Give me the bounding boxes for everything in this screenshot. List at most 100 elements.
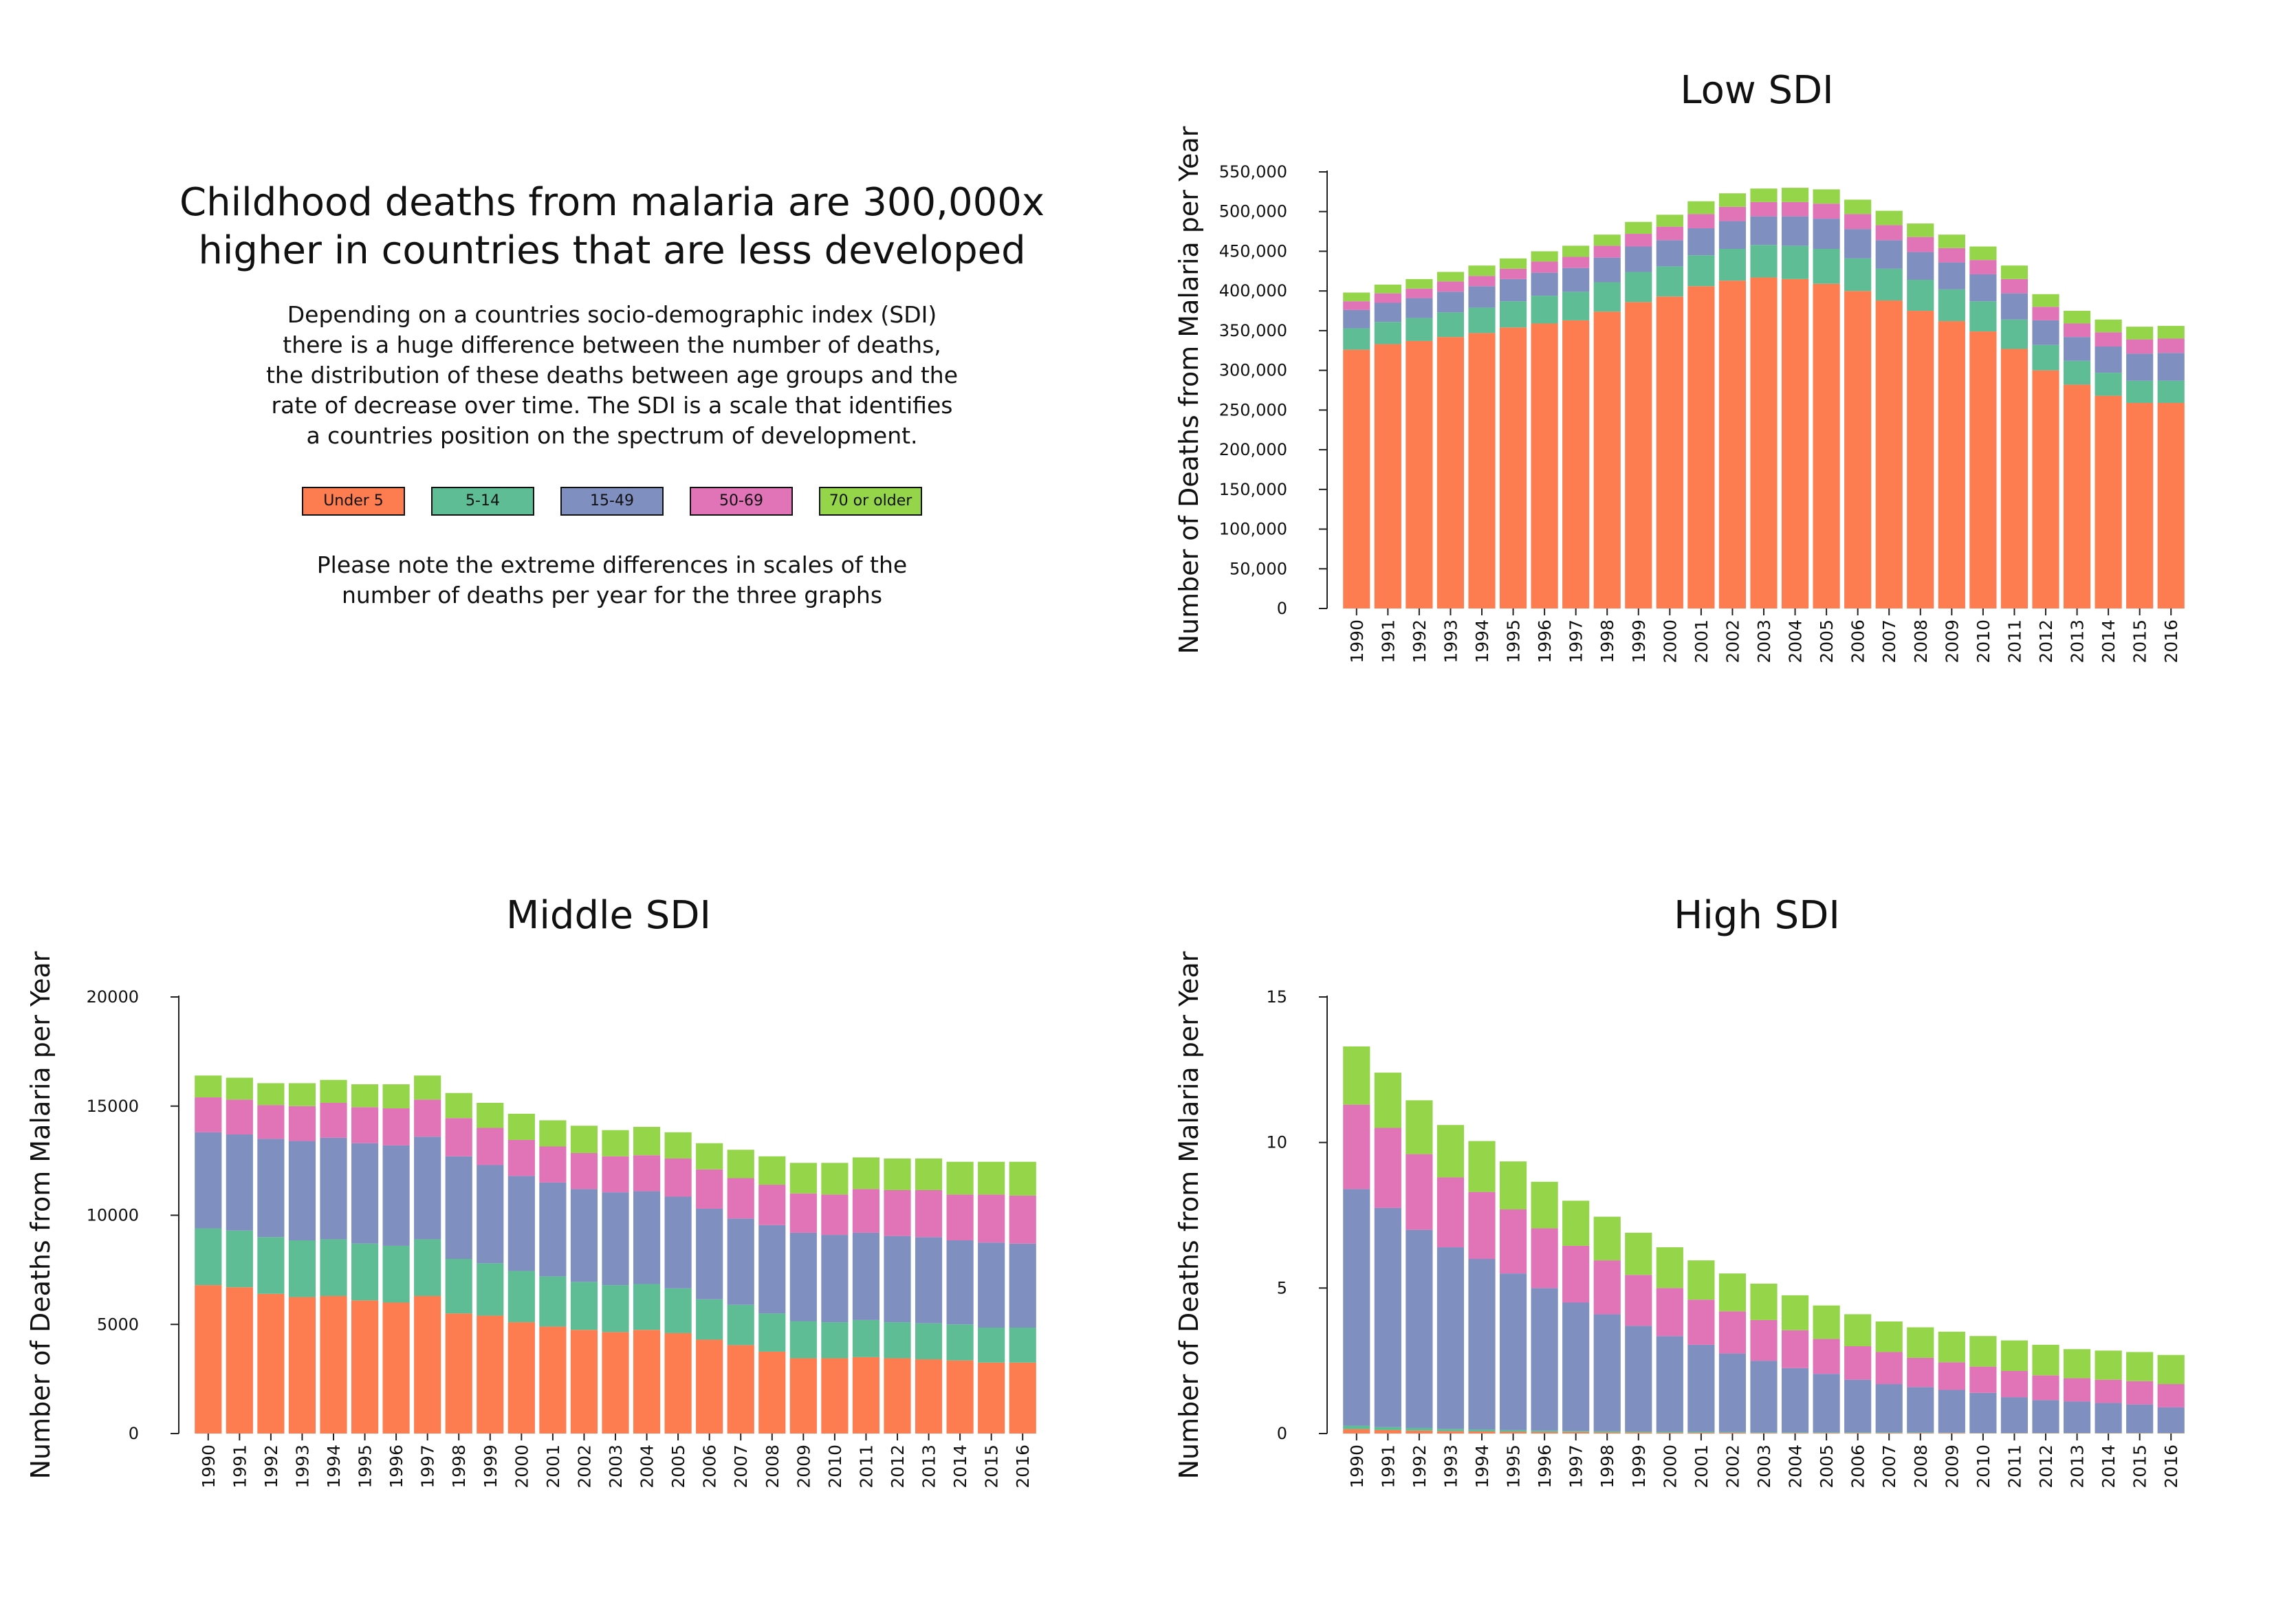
bar-segment-5-14 — [195, 1228, 222, 1286]
bar-segment-15-49 — [1844, 1379, 1872, 1433]
x-tick-label: 2000 — [1660, 1445, 1680, 1489]
bar-segment-70-or-older — [1844, 199, 1872, 215]
bar-segment-5-14 — [1813, 248, 1840, 284]
bar-segment-70-or-older — [1406, 278, 1433, 289]
y-tick-label: 50,000 — [1229, 559, 1287, 578]
x-tick-label: 1996 — [1535, 619, 1555, 663]
x-tick-label: 2004 — [1786, 619, 1806, 663]
bar-segment-under-5 — [1468, 1431, 1496, 1434]
bar-segment-5-14 — [758, 1313, 786, 1352]
bar-segment-15-49 — [2000, 1397, 2029, 1434]
bar-segment-5-14 — [1531, 296, 1558, 324]
bar-segment-50-69 — [382, 1108, 410, 1145]
x-tick-label: 1999 — [1629, 619, 1649, 663]
bar-segment-under-5 — [727, 1345, 754, 1434]
bar-segment-under-5 — [1781, 278, 1809, 608]
bar-segment-5-14 — [978, 1328, 1005, 1363]
x-tick-label: 2006 — [700, 1445, 720, 1489]
bar-segment-70-or-older — [2063, 311, 2091, 324]
bar-segment-under-5 — [1656, 296, 1683, 608]
bar-segment-15-49 — [696, 1208, 723, 1299]
bar-segment-under-5 — [2063, 384, 2091, 608]
bar-segment-15-49 — [320, 1137, 347, 1240]
chart-high-sdi: High SDI Number of Deaths from Malaria pe… — [1174, 893, 2185, 1489]
bar-segment-50-69 — [602, 1156, 629, 1193]
bar-segment-70-or-older — [477, 1102, 504, 1128]
bar-segment-15-49 — [477, 1165, 504, 1264]
x-tick-label: 2002 — [1723, 619, 1742, 663]
x-tick-label: 2005 — [668, 1445, 688, 1489]
y-tick-label: 20000 — [87, 987, 139, 1007]
y-tick-label: 0 — [1277, 1424, 1287, 1443]
bar-segment-50-69 — [727, 1178, 754, 1219]
bar-segment-50-69 — [1499, 268, 1527, 279]
x-tick-label: 2010 — [825, 1445, 845, 1489]
bar-segment-15-49 — [570, 1189, 598, 1282]
bar-segment-50-69 — [1406, 288, 1433, 298]
bar-segment-70-or-older — [1562, 1200, 1590, 1246]
bar-segment-under-5 — [852, 1357, 880, 1434]
y-tick-label: 15000 — [87, 1097, 139, 1116]
bar-segment-under-5 — [382, 1302, 410, 1434]
bar-segment-70-or-older — [1593, 234, 1621, 246]
x-tick-label: 1994 — [1472, 1445, 1492, 1489]
y-tick-label: 10000 — [87, 1206, 139, 1225]
bar-segment-15-49 — [351, 1143, 379, 1244]
x-tick-label: 2001 — [1692, 1445, 1712, 1489]
bar-segment-5-14 — [602, 1285, 629, 1332]
bar-segment-70-or-older — [1718, 193, 1747, 207]
bar-segment-50-69 — [1687, 1299, 1715, 1345]
bar-segment-5-14 — [382, 1245, 410, 1303]
bar-segment-50-69 — [1969, 260, 1997, 274]
bar-segment-50-69 — [226, 1099, 253, 1135]
bar-segment-15-49 — [1969, 1392, 1997, 1434]
bar-segment-5-14 — [1781, 245, 1809, 279]
bar-segment-15-49 — [1969, 274, 1997, 302]
x-tick-label: 1992 — [1410, 619, 1430, 663]
bar-segment-under-5 — [320, 1295, 347, 1434]
main-title: Childhood deaths from malaria are 300,00… — [165, 179, 1059, 275]
bar-segment-15-49 — [445, 1156, 472, 1259]
bar-segment-under-5 — [507, 1322, 535, 1434]
bar-segment-15-49 — [1718, 1353, 1747, 1432]
bar-segment-15-49 — [1374, 303, 1401, 322]
bar-segment-70-or-older — [633, 1126, 661, 1156]
x-tick-label: 2011 — [2004, 619, 2024, 663]
y-tick-label: 0 — [129, 1424, 139, 1443]
bar-segment-5-14 — [414, 1239, 441, 1296]
bar-segment-under-5 — [2095, 395, 2122, 608]
bar-segment-5-14 — [1625, 1431, 1652, 1433]
bar-segment-50-69 — [1406, 1154, 1433, 1230]
x-tick-label: 1997 — [1566, 619, 1586, 663]
bar-segment-5-14 — [1750, 1432, 1778, 1434]
bar-segment-5-14 — [1625, 272, 1652, 303]
bar-segment-50-69 — [1343, 301, 1370, 310]
bar-segment-70-or-older — [664, 1132, 692, 1159]
bar-segment-under-5 — [602, 1332, 629, 1434]
bar-segment-50-69 — [696, 1169, 723, 1209]
bar-segment-under-5 — [1907, 311, 1934, 608]
bar-segment-15-49 — [226, 1134, 253, 1231]
bar-segment-50-69 — [1468, 276, 1496, 287]
y-tick-label: 450,000 — [1219, 241, 1287, 261]
bar-segment-5-14 — [821, 1322, 849, 1359]
bar-segment-under-5 — [1406, 340, 1433, 608]
bar-segment-15-49 — [2157, 1407, 2185, 1434]
bar-segment-15-49 — [1656, 1336, 1683, 1432]
bar-segment-5-14 — [633, 1284, 661, 1330]
bar-segment-70-or-older — [257, 1083, 285, 1106]
scale-note-line: number of deaths per year for the three … — [341, 582, 883, 608]
bar-segment-70-or-older — [1781, 1295, 1809, 1330]
bar-segment-70-or-older — [2000, 265, 2029, 279]
bar-segment-15-49 — [1750, 1361, 1778, 1433]
bar-segment-15-49 — [2126, 1404, 2154, 1434]
x-tick-label: 2003 — [1754, 619, 1774, 663]
bar-segment-50-69 — [507, 1139, 535, 1176]
x-tick-label: 2013 — [919, 1445, 939, 1489]
bar-segment-under-5 — [1875, 1433, 1903, 1434]
x-tick-label: 1991 — [1378, 619, 1398, 663]
bar-segment-70-or-older — [226, 1077, 253, 1100]
bar-segment-under-5 — [884, 1358, 911, 1434]
x-tick-label: 2007 — [1879, 1445, 1899, 1489]
bar-segment-70-or-older — [1844, 1314, 1872, 1346]
